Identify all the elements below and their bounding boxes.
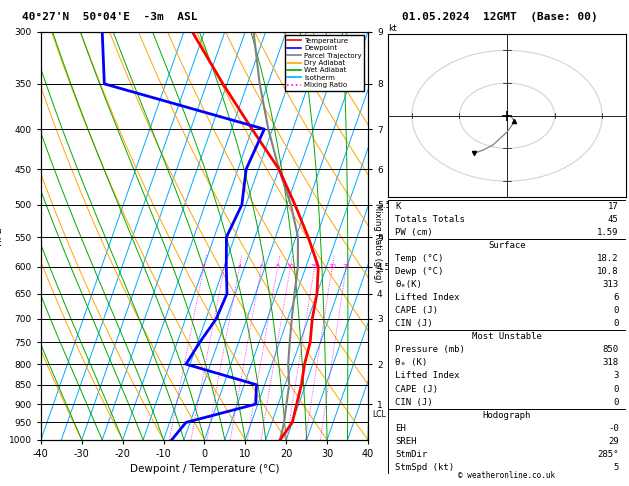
Text: © weatheronline.co.uk: © weatheronline.co.uk (459, 471, 555, 480)
Text: 40°27'N  50°04'E  -3m  ASL: 40°27'N 50°04'E -3m ASL (22, 12, 198, 22)
Bar (388, 409, 626, 474)
Text: 318: 318 (603, 359, 619, 367)
Text: K: K (395, 202, 401, 211)
Text: 17: 17 (608, 202, 619, 211)
Text: 4: 4 (238, 264, 242, 269)
Text: -0: -0 (608, 424, 619, 433)
Text: 45: 45 (608, 215, 619, 224)
Text: 2: 2 (202, 264, 206, 269)
Text: 15: 15 (311, 264, 318, 269)
Text: 5: 5 (613, 463, 619, 472)
Text: 0: 0 (613, 319, 619, 329)
Text: 0: 0 (613, 398, 619, 407)
Text: Hodograph: Hodograph (483, 411, 531, 419)
Bar (388, 330, 626, 409)
Text: PW (cm): PW (cm) (395, 228, 433, 237)
Text: 29: 29 (608, 437, 619, 446)
Text: 10: 10 (287, 264, 294, 269)
Text: 10.8: 10.8 (597, 267, 619, 276)
Text: 3: 3 (223, 264, 226, 269)
Text: 18.2: 18.2 (597, 254, 619, 263)
Text: 0: 0 (613, 306, 619, 315)
Text: CIN (J): CIN (J) (395, 398, 433, 407)
Text: CAPE (J): CAPE (J) (395, 306, 438, 315)
Text: SREH: SREH (395, 437, 417, 446)
Text: θₑ(K): θₑ(K) (395, 280, 422, 289)
Text: 01.05.2024  12GMT  (Base: 00): 01.05.2024 12GMT (Base: 00) (402, 12, 598, 22)
Text: 0: 0 (613, 384, 619, 394)
Text: Totals Totals: Totals Totals (395, 215, 465, 224)
Text: CAPE (J): CAPE (J) (395, 384, 438, 394)
Text: StmDir: StmDir (395, 450, 428, 459)
Bar (388, 239, 626, 330)
Text: Most Unstable: Most Unstable (472, 332, 542, 341)
Text: θₑ (K): θₑ (K) (395, 359, 428, 367)
Text: 20: 20 (328, 264, 337, 269)
Text: Lifted Index: Lifted Index (395, 293, 460, 302)
Text: 3: 3 (613, 371, 619, 381)
Text: 6: 6 (260, 264, 264, 269)
X-axis label: Dewpoint / Temperature (°C): Dewpoint / Temperature (°C) (130, 465, 279, 474)
Text: EH: EH (395, 424, 406, 433)
Text: Pressure (mb): Pressure (mb) (395, 346, 465, 354)
Text: Surface: Surface (488, 241, 526, 250)
Text: LCL: LCL (372, 410, 386, 419)
Y-axis label: hPa: hPa (0, 226, 3, 245)
Text: StmSpd (kt): StmSpd (kt) (395, 463, 454, 472)
Y-axis label: km
ASL: km ASL (408, 226, 425, 245)
Text: Lifted Index: Lifted Index (395, 371, 460, 381)
Text: 1.59: 1.59 (597, 228, 619, 237)
Legend: Temperature, Dewpoint, Parcel Trajectory, Dry Adiabat, Wet Adiabat, Isotherm, Mi: Temperature, Dewpoint, Parcel Trajectory… (285, 35, 364, 91)
Text: CIN (J): CIN (J) (395, 319, 433, 329)
Text: 850: 850 (603, 346, 619, 354)
Text: Temp (°C): Temp (°C) (395, 254, 443, 263)
Text: Dewp (°C): Dewp (°C) (395, 267, 443, 276)
Text: 285°: 285° (597, 450, 619, 459)
Text: kt: kt (388, 24, 397, 33)
Text: 6: 6 (613, 293, 619, 302)
Bar (388, 200, 626, 239)
Text: 25: 25 (342, 264, 350, 269)
Text: Mixing Ratio (g/kg): Mixing Ratio (g/kg) (373, 203, 382, 283)
Text: 8: 8 (276, 264, 280, 269)
Text: 313: 313 (603, 280, 619, 289)
